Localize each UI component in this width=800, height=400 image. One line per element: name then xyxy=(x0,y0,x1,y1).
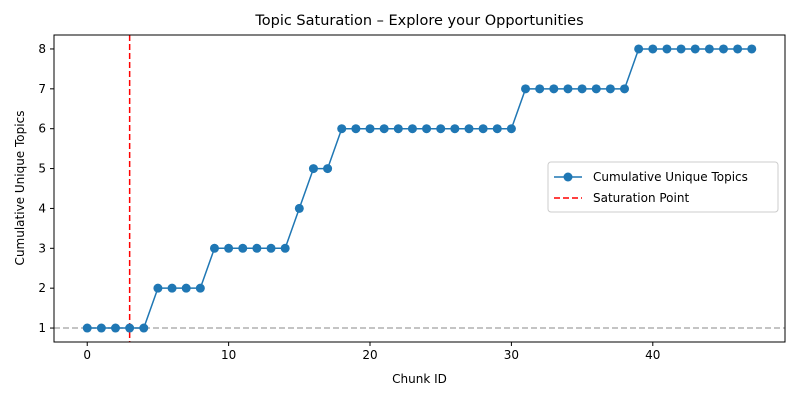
data-point xyxy=(464,124,474,134)
y-axis-label: Cumulative Unique Topics xyxy=(13,111,27,266)
y-tick-label: 5 xyxy=(38,162,46,176)
x-axis-label: Chunk ID xyxy=(392,372,447,386)
data-point xyxy=(704,44,714,54)
y-tick-label: 4 xyxy=(38,201,46,215)
data-point xyxy=(422,124,432,134)
data-point xyxy=(139,323,149,333)
data-point xyxy=(450,124,460,134)
data-point xyxy=(365,124,375,134)
data-point xyxy=(648,44,658,54)
plot-area: 0 10 20 30 40 1 2 3 4 5 6 7 8 xyxy=(38,34,786,362)
data-point xyxy=(407,124,417,134)
data-point xyxy=(676,44,686,54)
data-point xyxy=(535,84,545,94)
data-point xyxy=(620,84,630,94)
data-point xyxy=(747,44,757,54)
legend-series-label: Cumulative Unique Topics xyxy=(593,170,748,184)
x-tick-label: 10 xyxy=(221,348,236,362)
data-point xyxy=(125,323,135,333)
data-point xyxy=(153,283,163,293)
y-tick-label: 8 xyxy=(38,42,46,56)
data-point xyxy=(733,44,743,54)
axes-frame xyxy=(53,34,786,343)
x-tick-label: 20 xyxy=(362,348,377,362)
data-point xyxy=(209,243,219,253)
data-point xyxy=(323,164,333,174)
y-tick-label: 6 xyxy=(38,122,46,136)
data-point xyxy=(266,243,276,253)
data-point xyxy=(436,124,446,134)
data-point xyxy=(506,124,516,134)
y-tick-label: 2 xyxy=(38,281,46,295)
data-point xyxy=(718,44,728,54)
data-point xyxy=(605,84,615,94)
data-point xyxy=(379,124,389,134)
data-point xyxy=(577,84,587,94)
y-tick-label: 7 xyxy=(38,82,46,96)
data-point xyxy=(634,44,644,54)
data-point xyxy=(478,124,488,134)
data-point xyxy=(111,323,121,333)
data-point xyxy=(167,283,177,293)
data-point xyxy=(195,283,205,293)
legend-saturation-label: Saturation Point xyxy=(593,191,689,205)
x-tick-label: 30 xyxy=(504,348,519,362)
chart-title: Topic Saturation – Explore your Opportun… xyxy=(254,13,583,29)
data-point xyxy=(82,323,92,333)
data-point xyxy=(294,203,304,213)
legend-frame xyxy=(547,161,779,213)
data-point xyxy=(280,243,290,253)
data-point xyxy=(308,164,318,174)
data-point xyxy=(591,84,601,94)
data-point xyxy=(252,243,262,253)
data-point xyxy=(393,124,403,134)
data-point xyxy=(238,243,248,253)
data-point xyxy=(351,124,361,134)
data-point xyxy=(563,84,573,94)
data-point xyxy=(549,84,559,94)
data-point xyxy=(521,84,531,94)
y-tick-label: 1 xyxy=(38,321,46,335)
legend-series-marker xyxy=(563,172,573,182)
data-point xyxy=(224,243,234,253)
data-point xyxy=(181,283,191,293)
data-point xyxy=(690,44,700,54)
y-tick-label: 3 xyxy=(38,241,46,255)
x-tick-label: 40 xyxy=(645,348,660,362)
x-tick-label: 0 xyxy=(83,348,91,362)
data-point xyxy=(492,124,502,134)
data-point xyxy=(337,124,347,134)
legend: Cumulative Unique Topics Saturation Poin… xyxy=(547,161,779,213)
data-point xyxy=(662,44,672,54)
data-point xyxy=(96,323,106,333)
